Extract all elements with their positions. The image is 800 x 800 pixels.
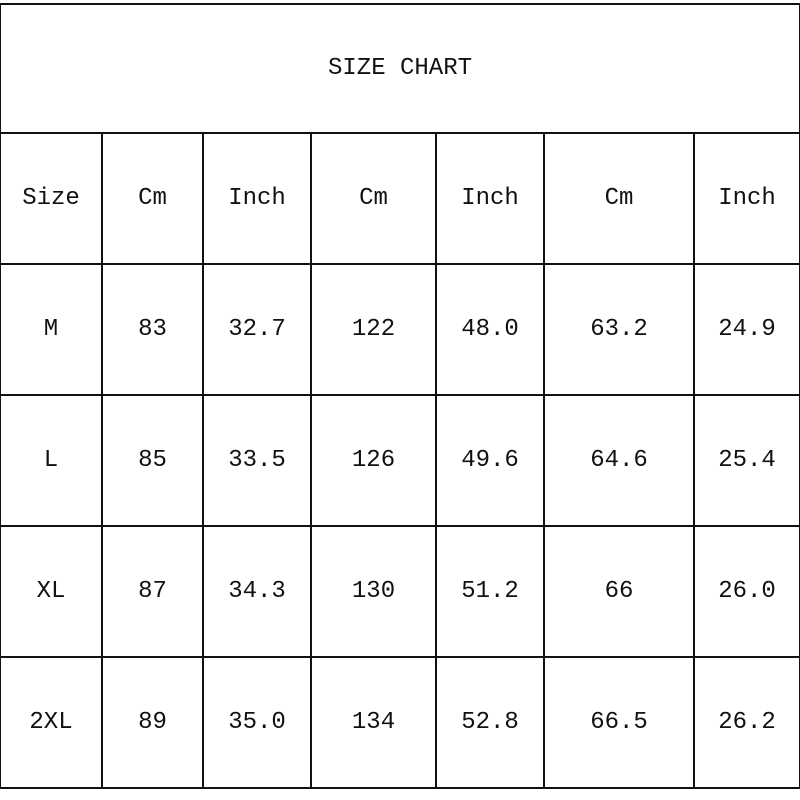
table-cell: 83: [101, 263, 204, 396]
table-cell: 87: [101, 525, 204, 658]
column-header: Size: [0, 132, 103, 265]
table-cell: 89: [101, 656, 204, 789]
table-cell: 64.6: [543, 394, 695, 527]
size-label-cell: 2XL: [0, 656, 103, 789]
table-cell: 26.2: [692, 656, 800, 789]
table-cell: 33.5: [202, 394, 312, 527]
table-cell: 51.2: [435, 525, 545, 658]
table-cell: 25.4: [692, 394, 800, 527]
table-cell: 35.0: [202, 656, 312, 789]
table-cell: 134: [310, 656, 437, 789]
column-header: Cm: [101, 132, 204, 265]
column-header: Inch: [202, 132, 312, 265]
table-cell: 85: [101, 394, 204, 527]
table-title: SIZE CHART: [0, 3, 800, 134]
table-cell: 52.8: [435, 656, 545, 789]
table-cell: 24.9: [692, 263, 800, 396]
table-row: L 85 33.5 126 49.6 64.6 25.4: [0, 394, 800, 527]
column-header: Inch: [692, 132, 800, 265]
table-cell: 66: [543, 525, 695, 658]
table-cell: 122: [310, 263, 437, 396]
table-cell: 66.5: [543, 656, 695, 789]
table-cell: 26.0: [692, 525, 800, 658]
table-cell: 49.6: [435, 394, 545, 527]
column-header: Cm: [543, 132, 695, 265]
column-header: Cm: [310, 132, 437, 265]
size-label-cell: M: [0, 263, 103, 396]
size-label-cell: L: [0, 394, 103, 527]
table-cell: 126: [310, 394, 437, 527]
table-cell: 34.3: [202, 525, 312, 658]
table-cell: 63.2: [543, 263, 695, 396]
table-cell: 32.7: [202, 263, 312, 396]
table-row: 2XL 89 35.0 134 52.8 66.5 26.2: [0, 656, 800, 789]
table-cell: 48.0: [435, 263, 545, 396]
header-row: Size Cm Inch Cm Inch Cm Inch: [0, 132, 800, 265]
size-label-cell: XL: [0, 525, 103, 658]
table-row: XL 87 34.3 130 51.2 66 26.0: [0, 525, 800, 658]
table-row: M 83 32.7 122 48.0 63.2 24.9: [0, 263, 800, 396]
table-cell: 130: [310, 525, 437, 658]
column-header: Inch: [435, 132, 545, 265]
size-chart-table: SIZE CHART Size Cm Inch Cm Inch Cm Inch M 83 32.7…: [0, 3, 800, 789]
title-row: SIZE CHART: [0, 3, 800, 134]
